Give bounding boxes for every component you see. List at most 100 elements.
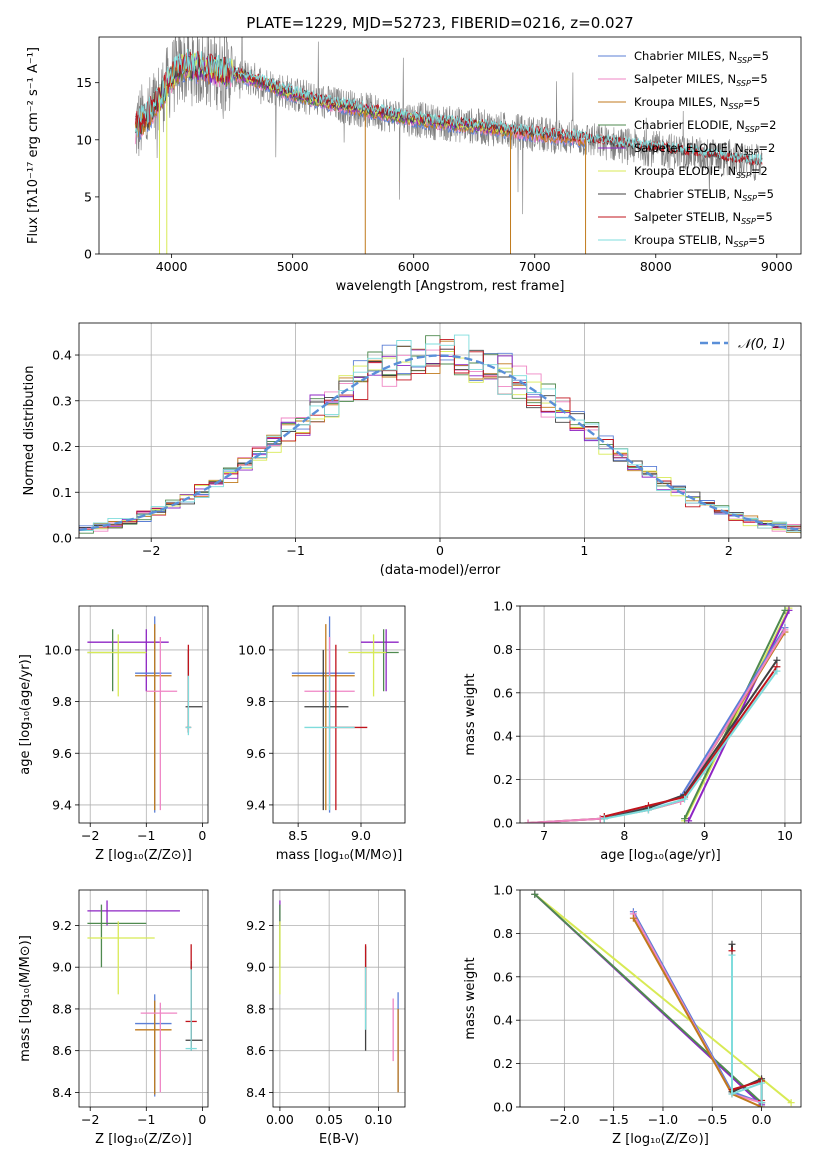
axes-frame	[78, 605, 209, 824]
axes-age-vs-weight: 7 8 9 10 0.0 0.2 0.4 0.6 0.8 1.0 age [log₁₀(age/yr…	[463, 599, 802, 863]
legend-label: Salpeter STELIB, NSSP=5	[634, 210, 773, 226]
y-tick-label: 9.4	[52, 797, 72, 812]
series-salpeter_stelib	[731, 950, 763, 1101]
x-axis-label: E(B-V)	[319, 1132, 359, 1147]
x-tick-label: 7000	[519, 259, 551, 274]
y-tick-label: 9.8	[246, 694, 266, 709]
age-vs-weight-plot	[524, 606, 793, 823]
x-axis-label: mass [log₁₀(M/M⊙)]	[276, 848, 403, 863]
y-tick-label: 0.4	[493, 1013, 513, 1028]
y-axis-label: age [log₁₀(age/yr)]	[18, 654, 33, 775]
y-tick-label: 8.8	[246, 1001, 266, 1016]
point-marker	[758, 1099, 766, 1107]
point-marker	[781, 606, 789, 614]
legend-tail: =2	[758, 141, 775, 155]
x-tick-label: 6000	[398, 259, 430, 274]
y-tick-label: 15	[76, 75, 92, 90]
residuals-plot	[79, 334, 801, 536]
axes-z-vs-age: −2 −1 0 9.4 9.6 9.8 10.0 Z [log₁₀(Z/Z⊙)] age [lo…	[18, 605, 209, 863]
model-kroupa_stelib	[134, 48, 763, 165]
y-tick-label: 8.6	[246, 1043, 266, 1058]
x-tick-label: 1	[580, 543, 588, 558]
point-marker	[758, 1079, 766, 1087]
x-axis-label: wavelength [Angstrom, rest frame]	[336, 279, 565, 294]
series-chabrier_miles	[632, 911, 762, 1104]
x-axis-label: Z [log₁₀(Z/Z⊙)]	[612, 1132, 709, 1147]
y-tick-label: 10	[76, 132, 92, 147]
y-tick-label: 0.0	[493, 816, 513, 831]
ebv-vs-mass-plot	[279, 900, 399, 1093]
series-kroupa_stelib	[604, 670, 778, 820]
x-tick-label: 0	[436, 543, 444, 558]
axes-mass-vs-age: 8.5 9.0 9.4 9.6 9.8 10.0 mass [log₁₀(M/M⊙)]	[238, 605, 406, 863]
axes-frame	[98, 36, 802, 255]
point-marker	[781, 626, 789, 634]
axes-ebv-vs-mass: 0.00 0.05 0.10 8.4 8.6 8.8 9.0 9.2 E(B-V)	[246, 889, 406, 1147]
x-tick-label: −1.5	[598, 1112, 628, 1127]
point-marker	[524, 819, 532, 823]
legend-text: Chabrier MILES, N	[634, 49, 737, 63]
legend-text: Salpeter MILES, N	[634, 72, 736, 86]
x-tick-label: −2	[142, 543, 160, 558]
legend-subscript: SSP	[734, 240, 749, 249]
legend-subscript: SSP	[744, 148, 759, 157]
y-tick-label: 10.0	[44, 642, 72, 657]
legend-tail: =5	[751, 72, 768, 86]
point-marker	[681, 815, 689, 823]
gaussian-curve	[79, 354, 801, 532]
point-marker	[629, 914, 637, 922]
legend-subscript: SSP	[745, 125, 760, 134]
legend-tail: =5	[748, 233, 765, 247]
z-vs-mass-plot	[87, 900, 203, 1097]
y-tick-label: 8.6	[52, 1043, 72, 1058]
point-marker	[728, 951, 736, 959]
y-tick-label: 0.0	[493, 1100, 513, 1115]
y-tick-label: 0.1	[52, 485, 72, 500]
point-marker	[728, 940, 736, 948]
legend-subscript: SSP	[741, 217, 756, 226]
histogram-kroupa_stelib	[79, 334, 801, 533]
legend-tail: =5	[752, 49, 769, 63]
legend-subscript: SSP	[736, 171, 751, 180]
y-tick-label: 0.3	[52, 393, 72, 408]
legend-tail: =5	[756, 210, 773, 224]
y-tick-label: 9.0	[246, 960, 266, 975]
point-marker	[600, 815, 608, 823]
y-tick-label: 0.6	[493, 969, 513, 984]
x-tick-label: 0	[198, 1112, 206, 1127]
y-tick-label: 9.2	[52, 918, 72, 933]
y-tick-label: 0.2	[52, 439, 72, 454]
y-tick-label: 8.8	[52, 1001, 72, 1016]
y-axis-label: Flux [fλ10⁻¹⁷ erg cm⁻² s⁻¹ A⁻¹]	[26, 47, 41, 244]
point-marker	[773, 656, 781, 664]
y-tick-label: 0.6	[493, 685, 513, 700]
axes-frame	[519, 889, 802, 1108]
legend-subscript: SSP	[729, 102, 744, 111]
y-tick-label: 9.8	[52, 694, 72, 709]
legend-text: Chabrier ELODIE, N	[634, 118, 745, 132]
y-tick-label: 0	[84, 247, 92, 262]
x-tick-label: −2	[81, 1112, 99, 1127]
x-tick-label: 9000	[761, 259, 793, 274]
y-tick-label: 9.0	[52, 960, 72, 975]
y-tick-label: 0.8	[493, 926, 513, 941]
x-tick-label: 9.0	[351, 828, 371, 843]
legend-label: 𝒩(0, 1)	[738, 337, 785, 352]
y-axis-label: mass [log₁₀(M/M⊙)]	[18, 935, 33, 1062]
x-tick-label: 2	[725, 543, 733, 558]
x-tick-label: 0.00	[266, 1112, 294, 1127]
x-axis-label: Z [log₁₀(Z/Z⊙)]	[95, 848, 192, 863]
legend-label: Kroupa ELODIE, NSSP=2	[634, 164, 768, 180]
legend-label: Salpeter MILES, NSSP=5	[634, 72, 768, 88]
y-axis-label: mass weight	[463, 673, 478, 755]
y-axis-label: Normed distribution	[22, 366, 37, 496]
x-tick-label: 0.05	[315, 1112, 343, 1127]
legend-label: Chabrier MILES, NSSP=5	[634, 49, 769, 65]
x-tick-label: 4000	[156, 259, 188, 274]
series-kroupa_stelib	[731, 955, 763, 1103]
x-tick-label: −1	[286, 543, 304, 558]
legend-text: Kroupa STELIB, N	[634, 233, 734, 247]
figure-title: PLATE=1229, MJD=52723, FIBERID=0216, z=0…	[246, 14, 633, 32]
legend-subscript: SSP	[737, 56, 752, 65]
x-tick-label: 5000	[277, 259, 309, 274]
